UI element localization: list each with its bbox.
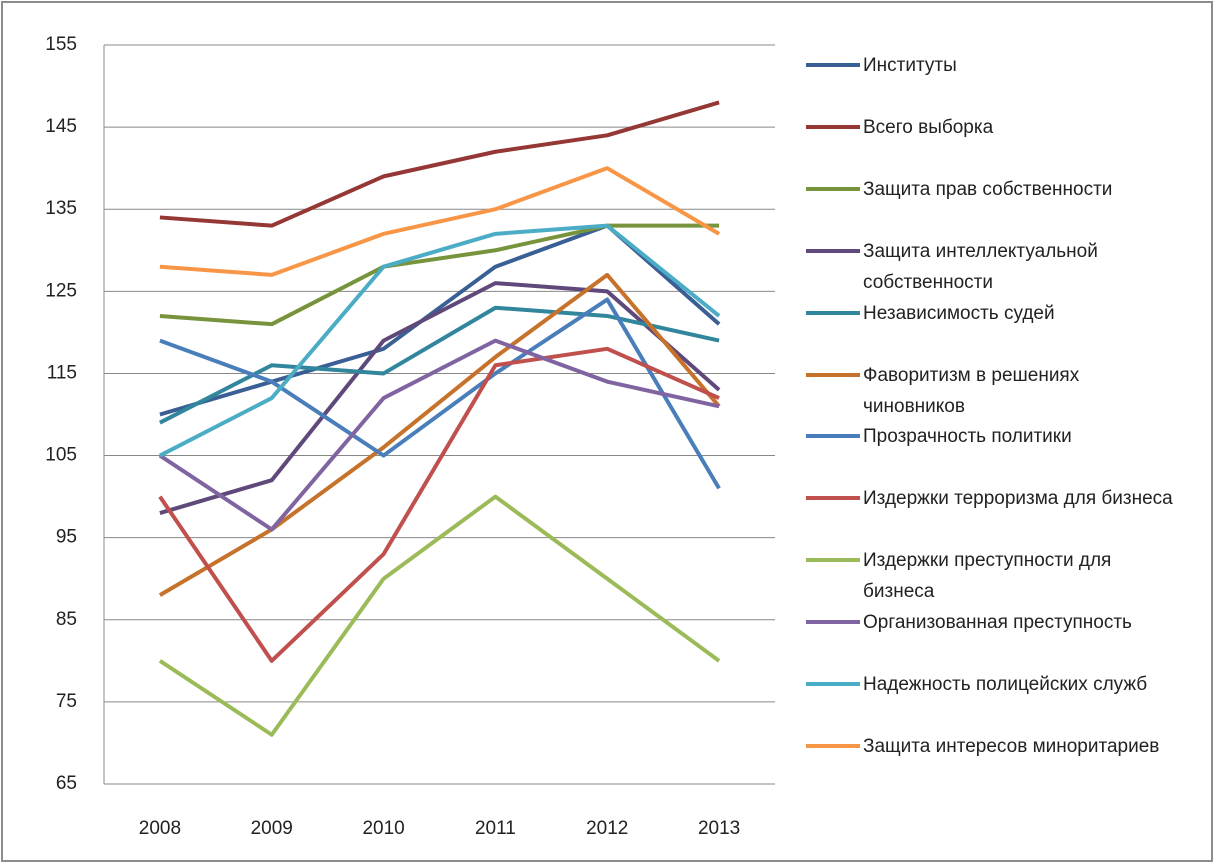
y-tick-label: 135 bbox=[45, 198, 77, 219]
series-line bbox=[158, 346, 720, 663]
y-tick-label: 105 bbox=[45, 445, 77, 466]
y-tick-label: 115 bbox=[47, 362, 77, 383]
legend-swatch bbox=[806, 743, 860, 748]
legend-swatch bbox=[806, 682, 860, 686]
legend-label: Защита интеллектуальной собственности bbox=[863, 240, 1098, 293]
legend-swatch bbox=[806, 186, 860, 191]
legend-label: Защита интересов миноритариев bbox=[863, 735, 1160, 757]
y-tick-label: 65 bbox=[56, 773, 77, 794]
legend-entry: Независимость судей bbox=[806, 298, 1186, 329]
legend-label: Фаворитизм в решениях чиновников bbox=[863, 364, 1080, 417]
legend-label: Прозрачность политики bbox=[863, 426, 1072, 448]
legend-swatch bbox=[806, 248, 860, 253]
legend-entry: Институты bbox=[806, 50, 1186, 81]
x-tick-label: 2011 bbox=[475, 818, 516, 839]
legend-entry: Организованная преступность bbox=[806, 607, 1186, 638]
legend-label: Издержки терроризма для бизнеса bbox=[863, 488, 1173, 510]
legend-swatch bbox=[806, 124, 860, 129]
x-tick-label: 2012 bbox=[586, 818, 628, 839]
series-line bbox=[158, 338, 720, 532]
y-tick-label: 75 bbox=[56, 691, 77, 712]
legend-label: Издержки преступности для бизнеса bbox=[863, 550, 1112, 603]
legend-entry: Издержки терроризма для бизнеса bbox=[806, 483, 1186, 514]
legend-swatch bbox=[806, 620, 860, 625]
legend-entry: Надежность полицейских служб bbox=[806, 669, 1186, 700]
series-line bbox=[159, 281, 721, 515]
legend-swatch bbox=[806, 558, 860, 563]
legend-entry: Прозрачность политики bbox=[806, 421, 1186, 452]
legend-label: Защита прав собственности bbox=[863, 178, 1113, 200]
y-tick-label: 145 bbox=[45, 116, 77, 137]
series-line bbox=[158, 494, 721, 737]
legend-swatch bbox=[806, 372, 860, 377]
series-line bbox=[158, 272, 721, 597]
x-tick-label: 2010 bbox=[362, 818, 404, 839]
y-tick-label: 155 bbox=[45, 34, 77, 55]
y-tick-label: 95 bbox=[56, 527, 77, 548]
series-line bbox=[159, 166, 721, 277]
legend-label: Надежность полицейских служб bbox=[863, 674, 1148, 695]
x-tick-label: 2008 bbox=[139, 818, 181, 839]
legend-label: Организованная преступность bbox=[863, 612, 1132, 634]
legend-entry: Издержки преступности для бизнеса bbox=[806, 545, 1186, 607]
legend-entry: Защита интеллектуальной собственности bbox=[806, 236, 1186, 298]
legend-entry: Защита прав собственности bbox=[806, 174, 1186, 205]
legend-swatch bbox=[806, 310, 860, 315]
legend-entry: Всего выборка bbox=[806, 112, 1186, 143]
legend-label: Всего выборка bbox=[863, 116, 994, 138]
series-line bbox=[159, 297, 721, 490]
chart: 65 75 85 95 105 115 125 135 145 155 2008 2009 2010 20… bbox=[45, 34, 775, 839]
series-line bbox=[159, 100, 720, 228]
series-line bbox=[159, 305, 720, 425]
series-line bbox=[159, 223, 720, 327]
y-tick-label: 85 bbox=[56, 609, 77, 630]
legend-swatch bbox=[806, 63, 860, 67]
x-tick-label: 2009 bbox=[251, 818, 293, 839]
legend-entry: Фаворитизм в решениях чиновников bbox=[806, 360, 1186, 422]
x-tick-label: 2013 bbox=[698, 818, 740, 839]
legend-label: Независимость судей bbox=[863, 302, 1055, 324]
legend-swatch bbox=[806, 496, 860, 501]
legend-swatch bbox=[806, 434, 860, 439]
y-tick-label: 125 bbox=[45, 280, 77, 301]
legend-label: Институты bbox=[863, 55, 957, 76]
series-line bbox=[159, 223, 721, 458]
legend-entry: Защита интересов миноритариев bbox=[806, 731, 1186, 762]
